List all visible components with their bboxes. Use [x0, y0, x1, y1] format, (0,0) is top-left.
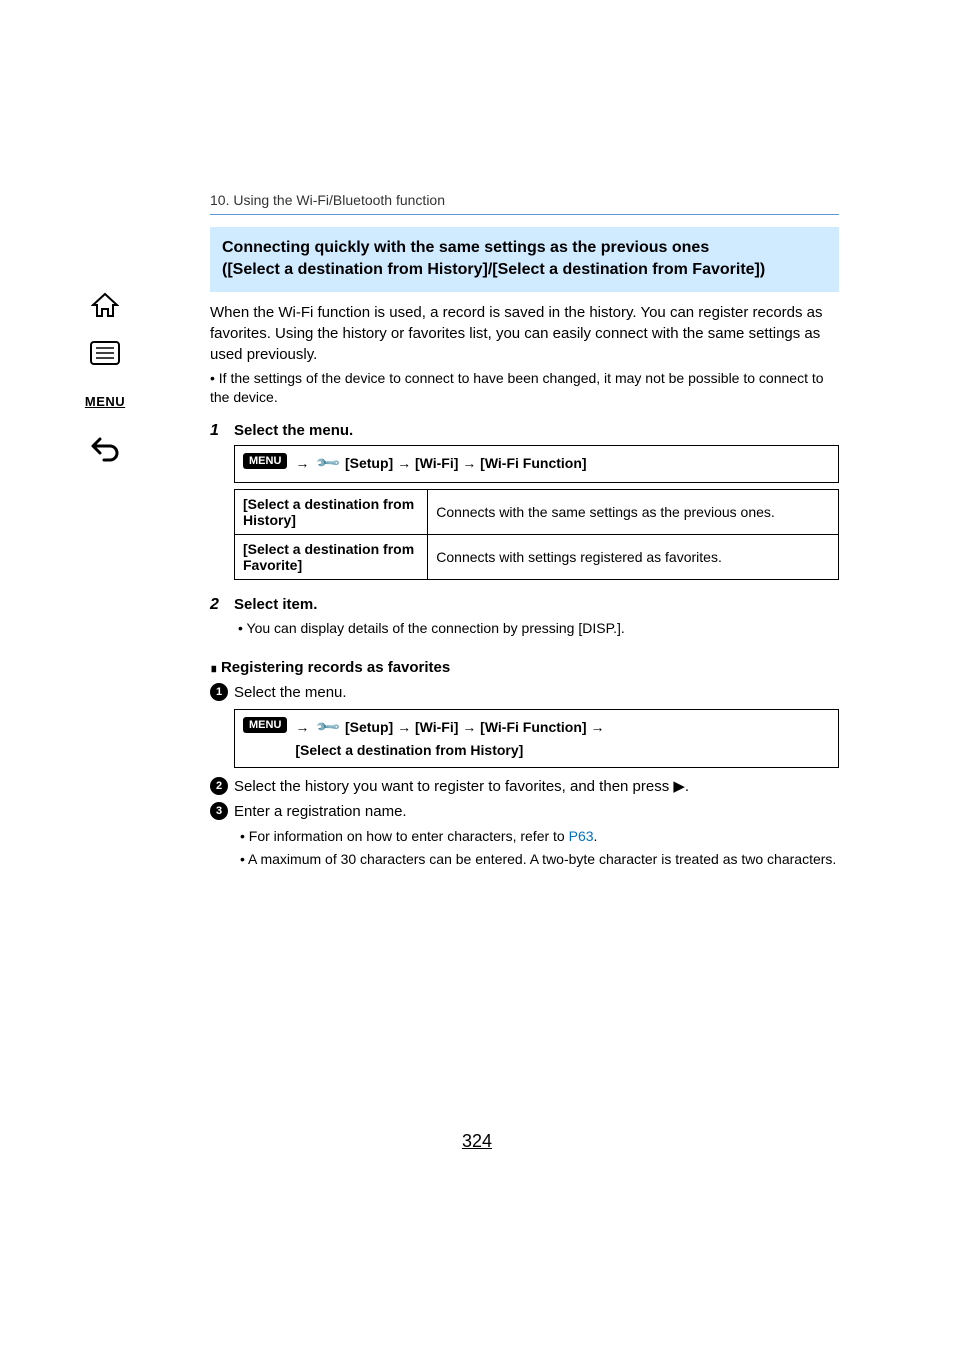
- step-title: Select the menu.: [234, 422, 839, 439]
- chapter-header: 10. Using the Wi-Fi/Bluetooth function: [210, 192, 839, 215]
- menu-badge-icon: MENU: [243, 717, 287, 733]
- menu-path-box-2: MENU → 🔧 [Setup] → [Wi-Fi] → [Wi-Fi Func…: [234, 709, 839, 768]
- substep-text: Enter a registration name.: [234, 801, 839, 822]
- option-label: [Select a destination from Favorite]: [235, 534, 428, 579]
- sub-bullet-2: • A maximum of 30 characters can be ente…: [210, 849, 839, 870]
- contents-icon[interactable]: [88, 338, 122, 368]
- menu-path-line2: [Select a destination from History]: [295, 742, 523, 758]
- options-table: [Select a destination from History] Conn…: [234, 489, 839, 580]
- step-number: 1: [210, 422, 234, 440]
- menu-path-text-2: → 🔧 [Setup] → [Wi-Fi] → [Wi-Fi Function]…: [295, 716, 604, 761]
- circle-number-icon: 2: [210, 777, 228, 795]
- home-icon[interactable]: [88, 290, 122, 320]
- menu-badge-icon: MENU: [243, 453, 287, 469]
- subsection-title: Registering records as favorites: [210, 659, 839, 676]
- step-title: Select item.: [234, 596, 839, 613]
- sub-bullet-1: • For information on how to enter charac…: [210, 826, 839, 847]
- circle-number-icon: 3: [210, 802, 228, 820]
- section-title-line1: Connecting quickly with the same setting…: [222, 239, 709, 256]
- step-1: 1 Select the menu. MENU → 🔧 [Setup] → [W…: [210, 422, 839, 590]
- menu-path-line1: [Setup] → [Wi-Fi] → [Wi-Fi Function] →: [345, 719, 604, 735]
- option-desc: Connects with the same settings as the p…: [428, 489, 839, 534]
- option-label: [Select a destination from History]: [235, 489, 428, 534]
- menu-path-box: MENU → 🔧 [Setup] → [Wi-Fi] → [Wi-Fi Func…: [234, 445, 839, 483]
- intro-paragraph: When the Wi-Fi function is used, a recor…: [210, 302, 839, 365]
- substep-3: 3 Enter a registration name.: [210, 801, 839, 822]
- bullet-pre: • For information on how to enter charac…: [240, 828, 569, 844]
- step-bullet: • You can display details of the connect…: [234, 619, 839, 639]
- intro-note: • If the settings of the device to conne…: [210, 369, 839, 408]
- page-link[interactable]: P63: [569, 828, 594, 844]
- step-number: 2: [210, 596, 234, 614]
- menu-nav-icon[interactable]: MENU: [88, 386, 122, 416]
- table-row: [Select a destination from History] Conn…: [235, 489, 839, 534]
- table-row: [Select a destination from Favorite] Con…: [235, 534, 839, 579]
- menu-path-text: → 🔧 [Setup] → [Wi-Fi] → [Wi-Fi Function]: [295, 452, 586, 476]
- option-desc: Connects with settings registered as fav…: [428, 534, 839, 579]
- substep-text: Select the menu.: [234, 682, 839, 703]
- substep-text: Select the history you want to register …: [234, 776, 839, 797]
- back-icon[interactable]: [88, 434, 122, 464]
- section-title-line2: ([Select a destination from History]/[Se…: [222, 261, 765, 278]
- menu-path-value: [Setup] → [Wi-Fi] → [Wi-Fi Function]: [345, 455, 587, 471]
- substep-2: 2 Select the history you want to registe…: [210, 776, 839, 797]
- page-number[interactable]: 324: [0, 1131, 954, 1152]
- step-2: 2 Select item. • You can display details…: [210, 596, 839, 643]
- substep-1: 1 Select the menu.: [210, 682, 839, 703]
- bullet-post: .: [594, 828, 598, 844]
- section-title: Connecting quickly with the same setting…: [210, 227, 839, 292]
- circle-number-icon: 1: [210, 683, 228, 701]
